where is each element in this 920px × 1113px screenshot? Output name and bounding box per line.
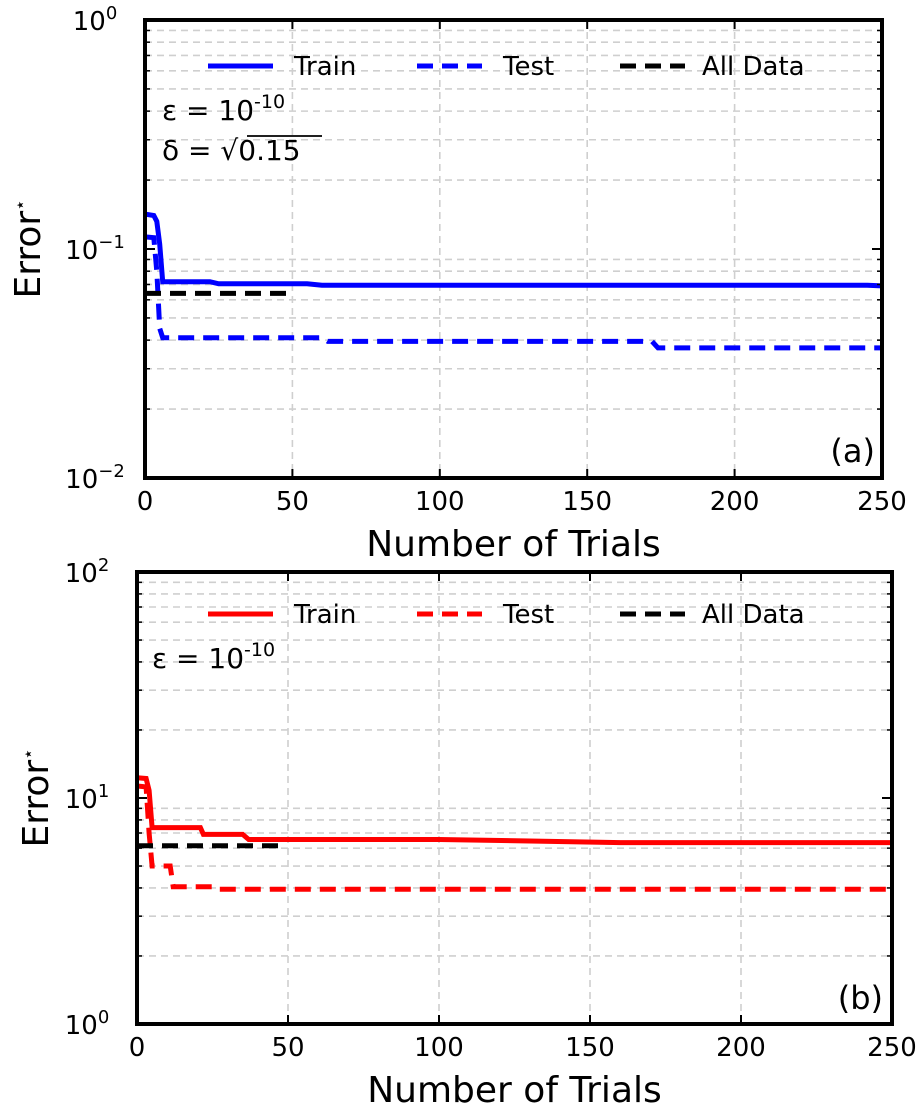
x-tick-label: 200 [710, 487, 760, 517]
legend-label: Train [293, 600, 356, 630]
panel-a: Train Test All Data ε = 10-10 δ = √0.15 0 50 10… [8, 3, 907, 565]
legend-label: All Data [702, 52, 805, 82]
y-tick-label-exp: 2 [98, 555, 109, 576]
y-axis-title-text: Error [16, 760, 57, 848]
annotation-epsilon-base: ε = 10 [162, 94, 254, 127]
legend: Train Test All Data [208, 600, 805, 630]
y-tick-label-base: 10 [65, 465, 98, 495]
y-tick-label-exp: 0 [106, 3, 117, 24]
y-tick-label: 100 [65, 1007, 110, 1041]
y-tick-label-base: 10 [65, 1011, 98, 1041]
x-tick-label: 150 [562, 487, 612, 517]
series-group [145, 211, 882, 351]
x-tick-label: 150 [565, 1033, 615, 1063]
x-axis-title: Number of Trials [367, 1070, 662, 1111]
annotation-epsilon: ε = 10-10 [152, 639, 275, 675]
y-tick-label-exp: −1 [98, 232, 125, 253]
y-axis-title: Error⋆ [16, 748, 57, 847]
x-tick-label: 0 [129, 1033, 146, 1063]
annotations: ε = 10-10 δ = √0.15 [162, 91, 322, 167]
annotation-delta-prefix: δ = [162, 134, 220, 167]
annotation-epsilon-exp: -10 [254, 91, 285, 113]
legend: Train Test All Data [208, 52, 805, 82]
series-line-train [145, 211, 882, 289]
y-tick-label: 100 [73, 3, 118, 37]
annotations: ε = 10-10 [152, 639, 275, 675]
y-axis-title-group: Error⋆ [16, 748, 57, 847]
panel-label: (a) [830, 432, 875, 470]
x-axis: 0 50 100 150 200 250 Number of Trials [129, 572, 917, 1111]
y-axis-title-text: Error [8, 211, 49, 299]
x-tick-label: 250 [867, 1033, 917, 1063]
x-tick-label: 200 [716, 1033, 766, 1063]
panel-label: (b) [838, 979, 883, 1017]
x-axis: 0 50 100 150 200 250 Number of Trials [137, 20, 907, 565]
grid [137, 572, 892, 1024]
legend-label: Test [502, 600, 554, 630]
series-group [137, 775, 892, 892]
x-tick-label: 0 [137, 487, 154, 517]
legend-label: Test [502, 52, 554, 82]
y-tick-label-base: 10 [65, 785, 98, 815]
y-tick-label-base: 10 [65, 236, 98, 266]
x-tick-label: 50 [271, 1033, 304, 1063]
y-axis-title-sup: ⋆ [18, 748, 39, 759]
y-tick-label-exp: 1 [98, 781, 109, 802]
annotation-epsilon-base: ε = 10 [152, 642, 244, 675]
series-line-test [137, 783, 892, 892]
annotation-delta-radicand: 0.15 [238, 134, 300, 167]
y-axis-title: Error⋆ [8, 199, 49, 298]
annotation-delta-radical: √ [220, 134, 238, 167]
annotation-delta: δ = √0.15 [162, 134, 301, 167]
y-axis-title-sup: ⋆ [10, 199, 31, 210]
x-tick-label: 100 [414, 1033, 464, 1063]
x-axis-title: Number of Trials [366, 524, 661, 565]
y-tick-label: 101 [65, 781, 110, 815]
legend-label: All Data [702, 600, 805, 630]
series-line-test [145, 234, 882, 351]
annotation-epsilon: ε = 10-10 [162, 91, 285, 127]
y-tick-label-exp: −2 [98, 461, 125, 482]
y-tick-label: 10−2 [65, 461, 125, 495]
y-tick-label-base: 10 [65, 559, 98, 589]
legend-label: Train [293, 52, 356, 82]
grid [145, 20, 882, 478]
annotation-epsilon-exp: -10 [244, 639, 275, 661]
x-tick-label: 250 [857, 487, 907, 517]
x-tick-label: 100 [415, 487, 465, 517]
y-tick-label: 102 [65, 555, 110, 589]
y-tick-label-exp: 0 [98, 1007, 109, 1028]
x-tick-label: 50 [276, 487, 309, 517]
y-tick-label: 10−1 [65, 232, 125, 266]
y-tick-label-base: 10 [73, 7, 106, 37]
y-axis-title-group: Error⋆ [8, 199, 49, 298]
